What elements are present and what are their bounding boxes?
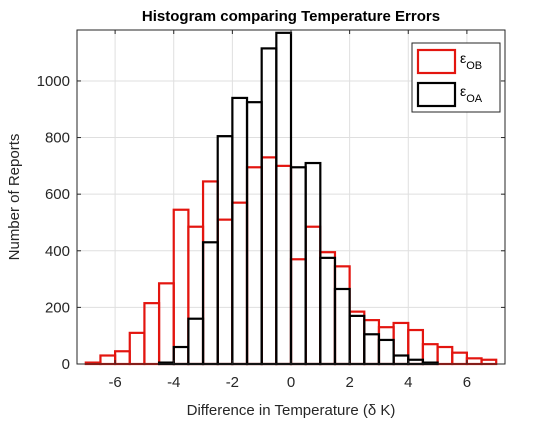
x-tick-label: 6 [463, 374, 471, 391]
legend-swatch-eob [416, 48, 457, 75]
y-tick-label: 400 [45, 243, 70, 260]
x-tick-label: -6 [108, 374, 121, 391]
legend-symbol-eoa: ε [460, 83, 466, 99]
legend-subscript-eob: OB [466, 60, 482, 72]
y-tick-label: 600 [45, 186, 70, 203]
legend-swatch-eoa [416, 81, 457, 108]
chart-title: Histogram comparing Temperature Errors [142, 8, 440, 25]
y-tick-label: 200 [45, 299, 70, 316]
x-tick-label: -4 [167, 374, 180, 391]
x-axis-label: Difference in Temperature (δ K) [187, 402, 396, 419]
y-tick-label: 1000 [37, 73, 70, 90]
x-tick-label: 2 [345, 374, 353, 391]
legend: εOB εOA [411, 42, 501, 113]
y-tick-label: 800 [45, 130, 70, 147]
legend-label-eoa: εOA [460, 83, 483, 105]
legend-symbol-eob: ε [460, 50, 466, 66]
y-tick-label: 0 [62, 356, 70, 373]
x-tick-label: 0 [287, 374, 295, 391]
legend-label-eob: εOB [460, 50, 482, 72]
x-tick-label: 4 [404, 374, 412, 391]
y-axis-label: Number of Reports [6, 134, 23, 261]
tick-labels: -6 -4 -2 0 2 4 6 0 200 400 600 800 1000 [37, 30, 505, 391]
x-tick-label: -2 [226, 374, 239, 391]
legend-subscript-eoa: OA [466, 93, 483, 105]
